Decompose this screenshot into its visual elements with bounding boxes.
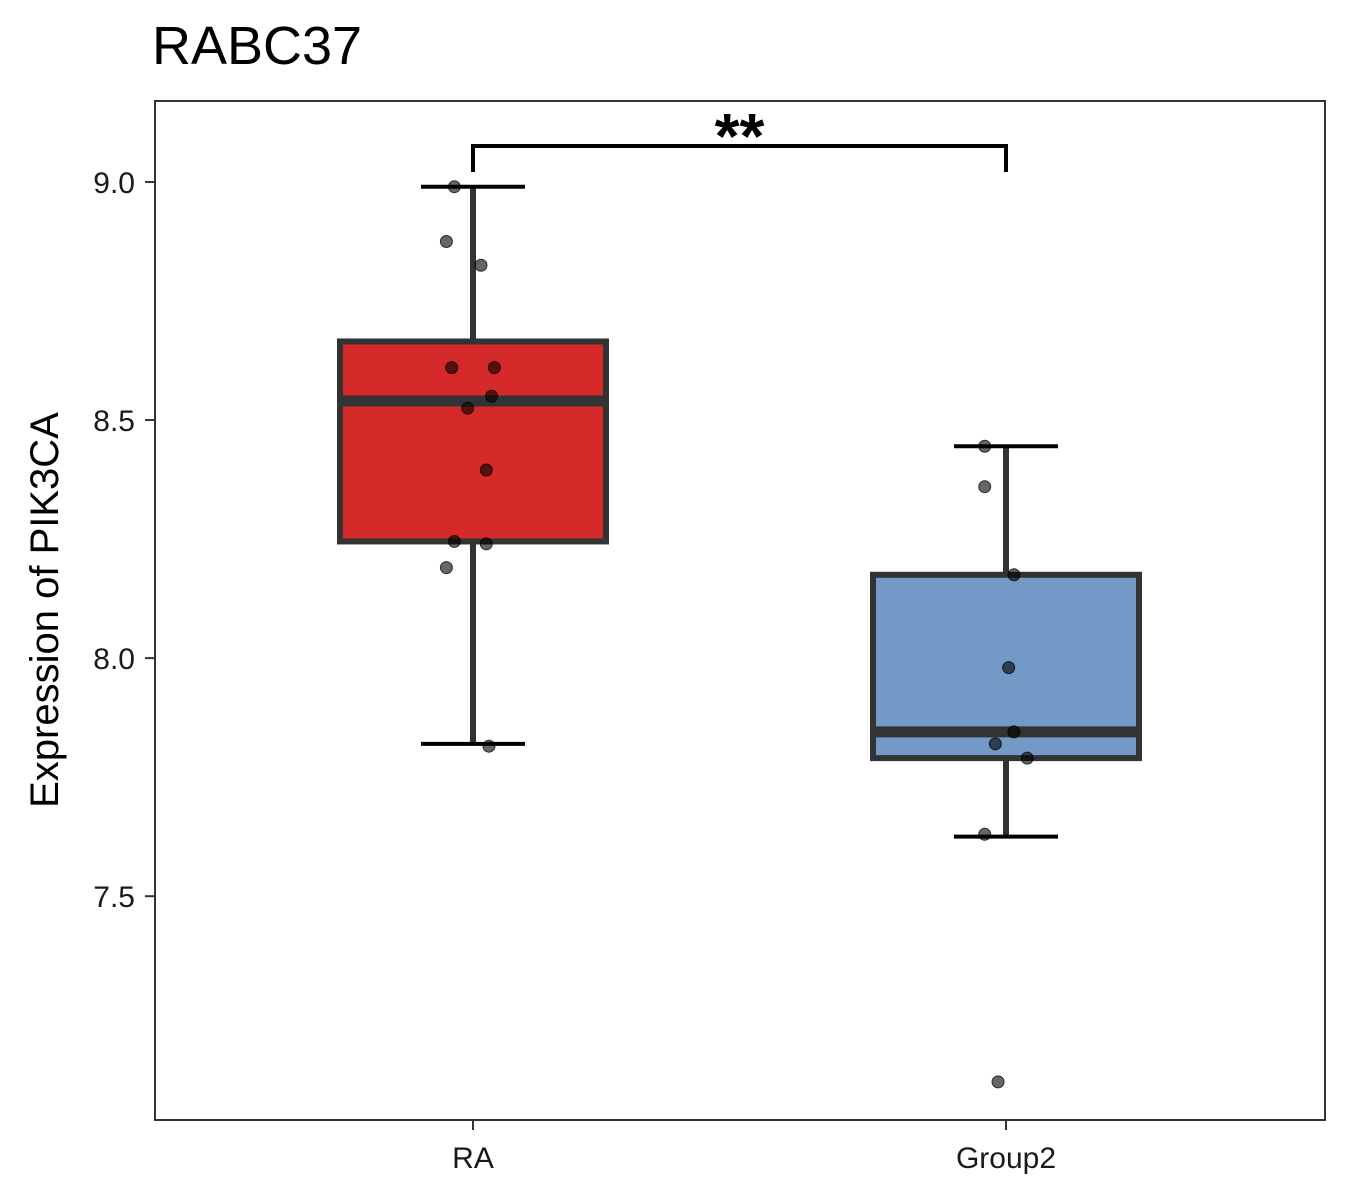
data-point bbox=[1002, 661, 1016, 675]
x-tick-label: Group2 bbox=[956, 1142, 1056, 1175]
y-tick-label: 8.0 bbox=[93, 643, 135, 676]
data-point bbox=[439, 561, 453, 575]
y-axis-label: Expression of PIK3CA bbox=[23, 412, 67, 808]
data-point bbox=[1007, 568, 1021, 582]
data-point bbox=[474, 258, 488, 272]
panel-border bbox=[154, 100, 1326, 1121]
data-point bbox=[447, 180, 461, 194]
box-group-group2 bbox=[870, 439, 1142, 1089]
data-point bbox=[1007, 725, 1021, 739]
data-point bbox=[479, 537, 493, 551]
data-point bbox=[445, 361, 459, 375]
significance-bracket bbox=[471, 144, 1008, 172]
data-point bbox=[988, 737, 1002, 751]
data-point bbox=[482, 739, 496, 753]
significance-label: ** bbox=[715, 100, 765, 172]
box-group-ra bbox=[337, 180, 609, 753]
data-point bbox=[461, 401, 475, 415]
data-point bbox=[991, 1075, 1005, 1089]
box-iqr bbox=[337, 338, 609, 545]
data-point bbox=[485, 389, 499, 403]
data-point bbox=[978, 480, 992, 494]
y-tick-label: 8.5 bbox=[93, 405, 135, 438]
data-point bbox=[447, 534, 461, 548]
plot-area: 7.5 8.0 8.5 9.0 RA Group2 ** bbox=[93, 100, 1326, 1175]
data-point bbox=[487, 361, 501, 375]
data-point bbox=[479, 463, 493, 477]
y-tick-label: 7.5 bbox=[93, 881, 135, 914]
chart-title: RABC37 bbox=[152, 16, 362, 76]
data-point bbox=[978, 827, 992, 841]
y-tick-label: 9.0 bbox=[93, 167, 135, 200]
data-point bbox=[1020, 751, 1034, 765]
data-point bbox=[439, 234, 453, 248]
data-point bbox=[978, 439, 992, 453]
x-tick-label: RA bbox=[452, 1142, 494, 1175]
